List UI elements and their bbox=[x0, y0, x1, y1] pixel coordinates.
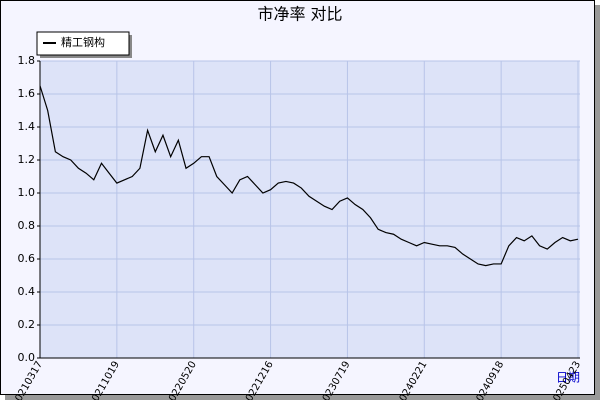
legend bbox=[36, 31, 130, 56]
y-tick-label: 0.2 bbox=[18, 318, 36, 331]
y-tick-label: 0.0 bbox=[18, 351, 36, 364]
y-tick-label: 1.8 bbox=[18, 54, 36, 67]
y-tick-label: 1.0 bbox=[18, 186, 36, 199]
x-axis-label: 日期 bbox=[556, 371, 580, 385]
y-tick-label: 1.6 bbox=[18, 87, 36, 100]
shadow bbox=[5, 395, 595, 400]
plot-area bbox=[40, 61, 580, 358]
y-tick-label: 0.8 bbox=[18, 219, 36, 232]
y-tick-label: 0.4 bbox=[18, 285, 36, 298]
line bbox=[39, 85, 579, 267]
y-tick-label: 1.4 bbox=[18, 120, 36, 133]
y-tick-label: 0.6 bbox=[18, 252, 36, 265]
y-tick-label: 1.2 bbox=[18, 153, 36, 166]
chart-title: 市净率 对比 bbox=[257, 5, 342, 24]
shadow bbox=[595, 5, 600, 400]
legend-label: 精工钢构 bbox=[61, 35, 105, 49]
